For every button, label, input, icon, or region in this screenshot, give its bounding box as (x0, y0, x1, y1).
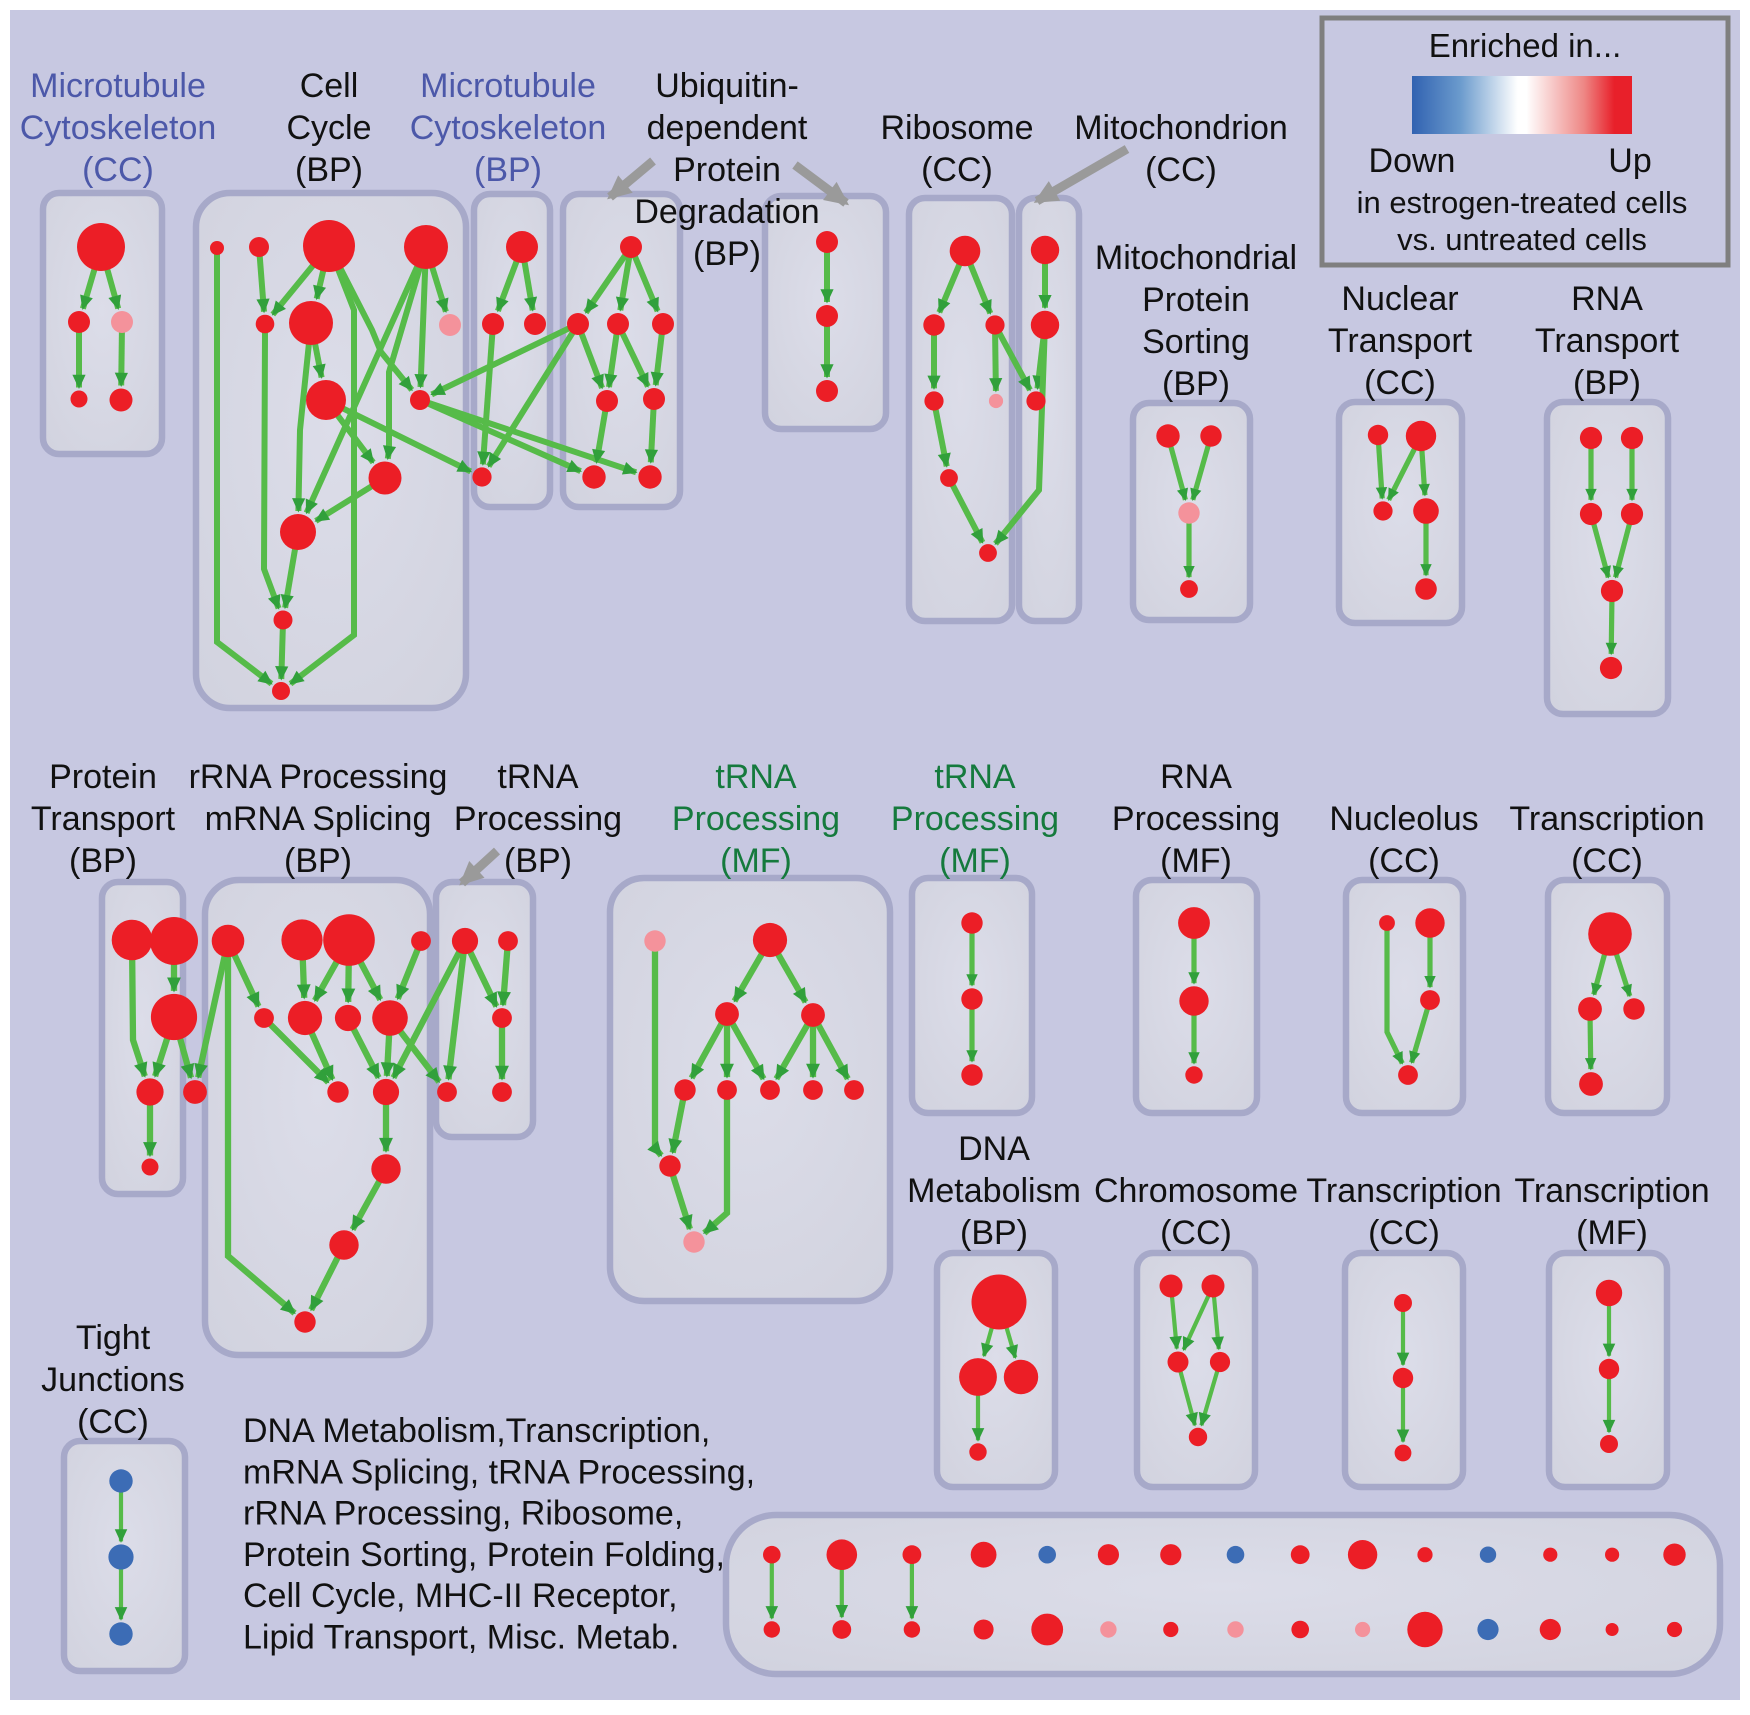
svg-text:Transcription(CC): Transcription (CC) (1509, 800, 1704, 880)
svg-text:Down: Down (1369, 142, 1456, 180)
svg-text:Transcription(MF): Transcription (MF) (1514, 1172, 1709, 1252)
svg-text:Enriched in...: Enriched in... (1429, 27, 1622, 64)
svg-text:Chromosome(CC): Chromosome (CC) (1094, 1172, 1298, 1252)
svg-text:Nucleolus(CC): Nucleolus (CC) (1329, 800, 1478, 880)
svg-text:Mitochondrion(CC): Mitochondrion (CC) (1074, 109, 1288, 189)
svg-text:vs. untreated cells: vs. untreated cells (1397, 222, 1647, 257)
svg-text:in estrogen-treated cells: in estrogen-treated cells (1357, 185, 1688, 220)
svg-text:Transcription(CC): Transcription (CC) (1306, 1172, 1501, 1252)
svg-text:DNA Metabolism,Transcription,m: DNA Metabolism,Transcription, mRNA Splici… (243, 1412, 755, 1657)
svg-text:Ribosome(CC): Ribosome (CC) (880, 109, 1033, 189)
svg-text:Up: Up (1608, 142, 1651, 180)
